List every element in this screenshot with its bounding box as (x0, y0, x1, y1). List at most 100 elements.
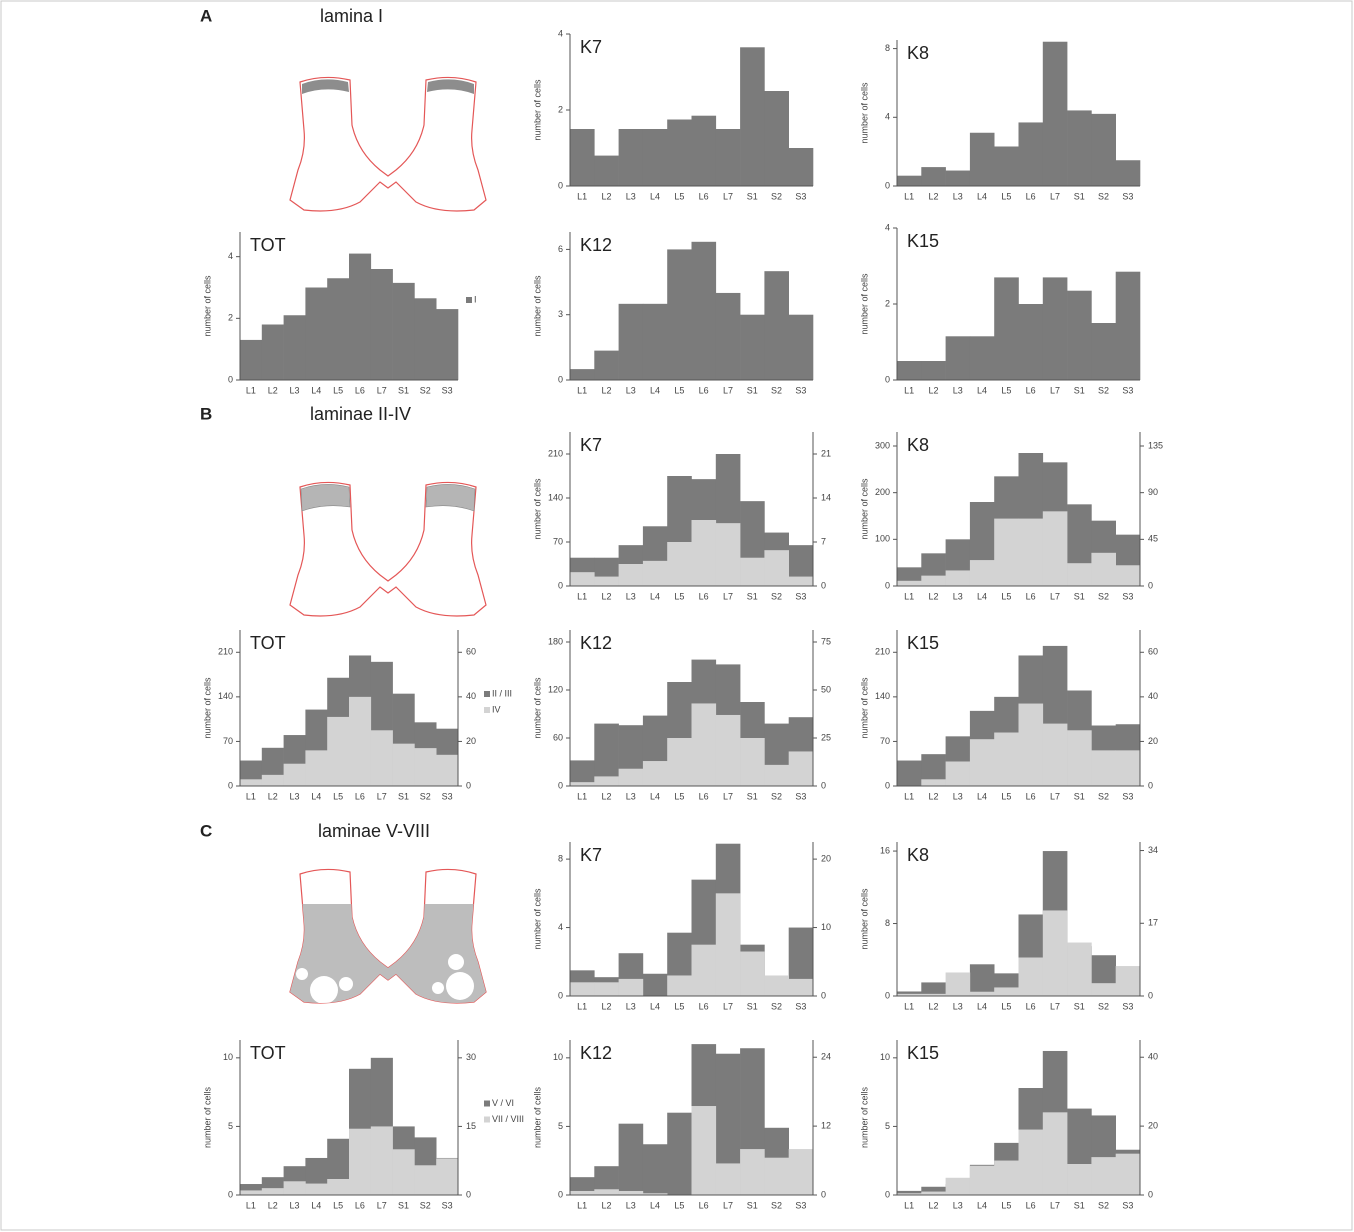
x-tick-label: L7 (1050, 591, 1060, 601)
bar (594, 723, 619, 786)
y2-tick-label: 45 (1148, 534, 1158, 544)
bar (1091, 983, 1116, 996)
bar (921, 993, 946, 996)
bar (570, 572, 595, 586)
panel-letter: A (200, 6, 212, 25)
y-tick-label: 10 (880, 1052, 890, 1062)
x-tick-label: L1 (577, 1001, 587, 1011)
bar (240, 1184, 263, 1195)
x-tick-label: S2 (420, 385, 431, 395)
y-tick-label: 4 (885, 112, 890, 122)
x-tick-label: L5 (674, 385, 684, 395)
bar (945, 1177, 971, 1195)
bar (1091, 323, 1116, 380)
bar (1042, 910, 1068, 996)
bar (994, 518, 1019, 586)
bar (921, 575, 946, 586)
y-tick-label: 0 (228, 374, 233, 384)
bar (667, 1112, 692, 1195)
bar (921, 779, 946, 786)
bar (764, 271, 789, 380)
x-tick-label: L1 (577, 791, 587, 801)
bar (618, 768, 644, 786)
y2-tick-label: 10 (821, 922, 831, 932)
bar (715, 292, 741, 380)
bar (1115, 565, 1141, 586)
bar (994, 987, 1019, 996)
y-axis-label: number of cells (532, 888, 542, 950)
y-tick-label: 0 (558, 180, 563, 190)
x-tick-label: S2 (1098, 791, 1109, 801)
x-tick-label: S2 (1098, 191, 1109, 201)
x-tick-label: L3 (289, 1200, 299, 1210)
x-tick-label: S1 (747, 191, 758, 201)
x-tick-label: S1 (1074, 1001, 1085, 1011)
x-tick-label: L2 (928, 385, 938, 395)
x-tick-label: S3 (795, 1001, 806, 1011)
bar (392, 743, 415, 786)
x-tick-label: L2 (928, 791, 938, 801)
bar (261, 774, 284, 786)
bar (349, 696, 372, 786)
bar (1091, 552, 1116, 586)
y2-tick-label: 7 (821, 536, 826, 546)
cord-diagram (289, 481, 487, 617)
bar (261, 324, 284, 380)
y-tick-label: 2 (885, 298, 890, 308)
x-tick-label: L5 (1001, 385, 1011, 395)
bar (594, 776, 619, 786)
bar (1091, 750, 1116, 786)
bar (594, 350, 619, 380)
y2-tick-label: 0 (466, 1189, 471, 1199)
bar (897, 1190, 922, 1195)
x-tick-label: L4 (650, 1001, 660, 1011)
y-tick-label: 5 (885, 1121, 890, 1131)
x-tick-label: L5 (1001, 191, 1011, 201)
x-tick-label: S1 (747, 591, 758, 601)
bar (436, 1158, 459, 1195)
x-tick-label: L4 (311, 385, 321, 395)
bar (667, 542, 692, 586)
x-tick-label: L3 (626, 791, 636, 801)
y2-tick-label: 0 (821, 580, 826, 590)
y-tick-label: 4 (558, 28, 563, 38)
y2-tick-label: 21 (821, 448, 831, 458)
x-tick-label: L6 (1026, 1200, 1036, 1210)
x-tick-label: L1 (577, 591, 587, 601)
bar (691, 241, 717, 380)
bar (305, 287, 328, 380)
y-tick-label: 2 (228, 313, 233, 323)
x-tick-label: L7 (723, 791, 733, 801)
y-tick-label: 10 (553, 1052, 563, 1062)
x-tick-label: S3 (795, 791, 806, 801)
bar (667, 249, 692, 380)
legend-swatch (484, 1116, 490, 1123)
x-tick-label: S2 (771, 591, 782, 601)
y-tick-label: 210 (875, 647, 890, 657)
x-tick-label: L1 (577, 385, 587, 395)
y-tick-label: 140 (875, 691, 890, 701)
x-tick-label: L2 (601, 191, 611, 201)
x-tick-label: S1 (1074, 591, 1085, 601)
chart-title: K15 (907, 231, 939, 251)
bar (392, 1149, 415, 1195)
y-tick-label: 0 (885, 374, 890, 384)
x-tick-label: L7 (723, 385, 733, 395)
cord-diagram (289, 868, 487, 1004)
bar (921, 167, 946, 186)
x-tick-label: L5 (674, 191, 684, 201)
x-tick-label: L2 (601, 791, 611, 801)
bar (764, 764, 789, 786)
bar (994, 1160, 1019, 1195)
bar (945, 336, 971, 380)
y-tick-label: 8 (558, 853, 563, 863)
x-tick-label: L3 (626, 591, 636, 601)
bar (1042, 41, 1068, 186)
bar (969, 336, 995, 380)
y-axis-label: number of cells (532, 275, 542, 337)
chart-title: K7 (580, 435, 602, 455)
y2-tick-label: 60 (466, 647, 476, 657)
x-tick-label: S2 (771, 1200, 782, 1210)
chart-title: K15 (907, 1043, 939, 1063)
x-tick-label: L2 (928, 1001, 938, 1011)
